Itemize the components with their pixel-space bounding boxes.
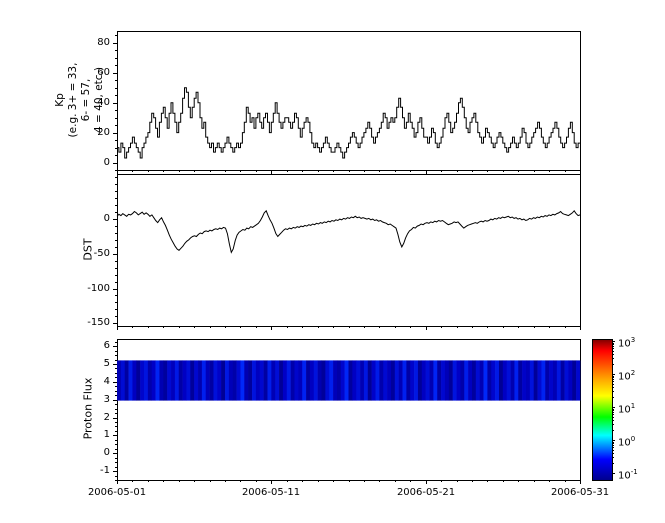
y-tick-label: 0 bbox=[103, 213, 110, 224]
y-tick-label: -150 bbox=[87, 317, 110, 328]
y-tick-label: 1 bbox=[103, 429, 110, 440]
colorbar-tick-label: 101 bbox=[618, 402, 636, 416]
x-tick-label: 2006-05-01 bbox=[87, 487, 147, 498]
colorbar-tick-label: 103 bbox=[618, 336, 636, 350]
colorbar-tick-label: 100 bbox=[618, 435, 636, 449]
y-tick-label: -100 bbox=[87, 283, 110, 294]
y-tick-label: 2 bbox=[103, 412, 110, 423]
y-tick-label: 40 bbox=[97, 97, 110, 108]
y-tick-label: 6 bbox=[103, 340, 110, 351]
x-tick-label: 2006-05-11 bbox=[241, 487, 301, 498]
y-tick-label: 3 bbox=[103, 394, 110, 405]
y-tick-label: 5 bbox=[103, 358, 110, 369]
proton-flux-y-axis-label: Proton Flux bbox=[81, 377, 95, 440]
y-tick-label: 60 bbox=[97, 67, 110, 78]
y-tick-label: -50 bbox=[93, 248, 110, 259]
colorbar-tick-label: 10-1 bbox=[618, 468, 638, 482]
kp-y-axis-label-line: Kp bbox=[54, 93, 66, 107]
y-tick-label: 0 bbox=[103, 447, 110, 458]
x-tick-label: 2006-05-31 bbox=[550, 487, 610, 498]
y-tick-label: -1 bbox=[100, 465, 110, 476]
y-tick-label: 20 bbox=[97, 127, 110, 138]
y-tick-label: 0 bbox=[103, 157, 110, 168]
x-tick-label: 2006-05-21 bbox=[396, 487, 456, 498]
colorbar-tick-label: 102 bbox=[618, 369, 636, 383]
y-tick-label: 4 bbox=[103, 376, 110, 387]
y-tick-label: 80 bbox=[97, 37, 110, 48]
